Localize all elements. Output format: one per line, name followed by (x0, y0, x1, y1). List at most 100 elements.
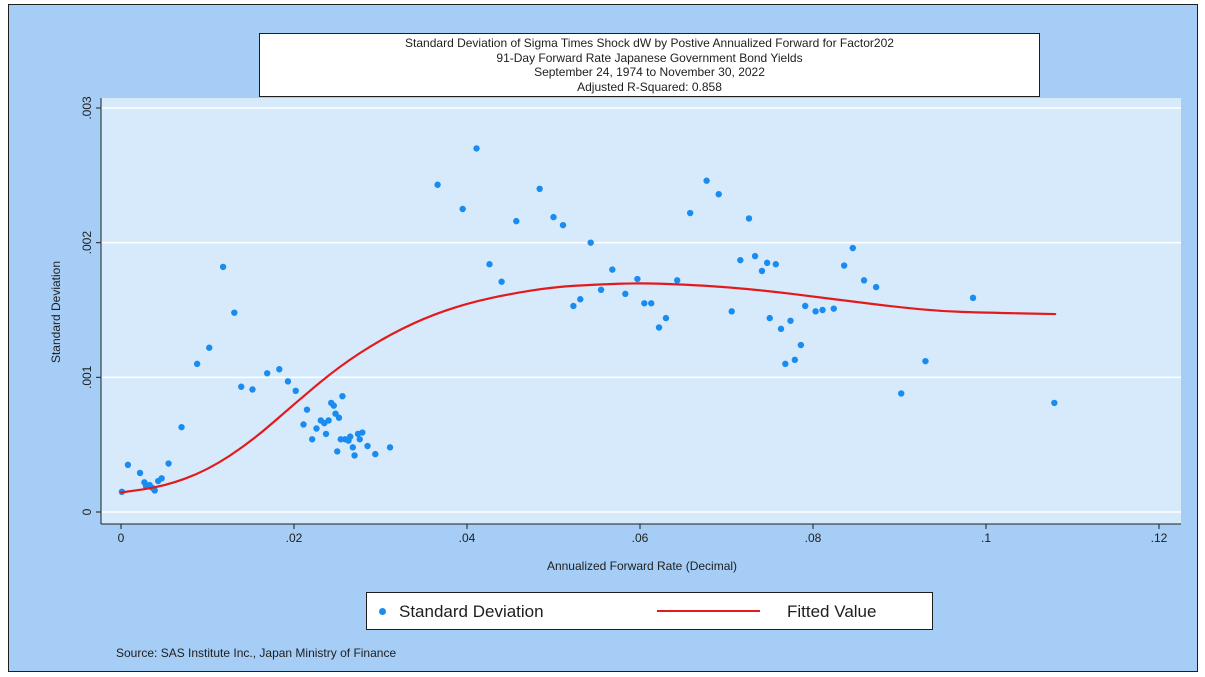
x-tick-label: .1 (981, 531, 991, 545)
data-point (819, 306, 826, 314)
data-point (648, 300, 655, 307)
data-point (577, 296, 584, 303)
data-point (334, 448, 341, 455)
data-point (158, 475, 165, 482)
data-point (772, 261, 780, 268)
x-tick-label: .08 (805, 531, 822, 545)
data-point (728, 308, 735, 315)
data-point (206, 344, 213, 351)
data-point (231, 309, 238, 316)
data-point (284, 378, 292, 385)
data-point (715, 190, 722, 198)
axes: 0 .001 .002 .003 0 .02 .04 .06 .08 .1 .12 (80, 96, 1181, 545)
data-point (802, 302, 809, 310)
data-point (787, 317, 794, 324)
data-point (335, 414, 343, 421)
data-point (536, 185, 543, 192)
data-point (238, 383, 245, 390)
data-point (830, 305, 837, 312)
data-point (1051, 399, 1058, 407)
data-point (655, 324, 663, 331)
data-point (737, 256, 744, 264)
data-point (151, 487, 158, 494)
data-point (791, 356, 799, 364)
y-axis-label: Standard Deviation (49, 261, 63, 363)
x-tick-label: .02 (286, 531, 303, 545)
scatter-series (118, 145, 1058, 495)
data-point (686, 209, 694, 217)
gridlines (101, 107, 1181, 513)
data-point (498, 278, 505, 285)
x-axis-label: Annualized Forward Rate (Decimal) (547, 559, 737, 573)
data-point (609, 266, 616, 273)
data-point (745, 215, 753, 222)
data-point (849, 244, 856, 252)
data-point (263, 370, 271, 377)
data-point (872, 283, 880, 291)
data-point (812, 308, 819, 315)
data-point (339, 392, 346, 400)
data-point (513, 217, 520, 225)
data-point (351, 452, 358, 459)
x-tick-label: .04 (459, 531, 476, 545)
y-tick-label: 0 (80, 508, 94, 515)
data-point (570, 302, 577, 310)
data-point (178, 423, 185, 431)
data-point (322, 430, 330, 438)
chart-date-range: September 24, 1974 to November 30, 2022 (534, 65, 765, 79)
data-point (898, 390, 905, 397)
data-point (349, 444, 357, 451)
legend-line-marker (657, 610, 760, 612)
data-point (634, 275, 641, 283)
data-point (763, 259, 771, 267)
source-note: Source: SAS Institute Inc., Japan Minist… (116, 646, 397, 660)
data-point (559, 221, 567, 229)
legend-line-label: Fitted Value (787, 602, 877, 621)
data-point (386, 444, 394, 451)
chart-plot: 0 .001 .002 .003 0 .02 .04 .06 .08 .1 .12 Annualiz… (49, 96, 1181, 573)
data-point (300, 421, 307, 428)
data-point (193, 360, 201, 368)
data-point (356, 436, 363, 443)
x-tick-label: .06 (632, 531, 649, 545)
fitted-line-series (119, 282, 1057, 494)
plot-area (101, 98, 1181, 524)
data-point (434, 181, 441, 188)
data-point (597, 286, 605, 293)
chart-r-squared: Adjusted R-Squared: 0.858 (577, 79, 722, 94)
data-point (782, 360, 789, 368)
data-point (766, 314, 773, 322)
data-point (359, 429, 366, 436)
data-point (165, 460, 172, 467)
data-point (249, 386, 256, 393)
data-point (372, 450, 379, 458)
x-tick-label: .12 (1151, 531, 1168, 545)
data-point (325, 417, 332, 424)
y-tick-label: .002 (80, 231, 94, 255)
data-point (922, 357, 929, 365)
legend-scatter-label: Standard Deviation (399, 602, 544, 621)
data-point (673, 277, 681, 284)
chart-frame: 0 .001 .002 .003 0 .02 .04 .06 .08 .1 .12 Annualiz… (8, 4, 1198, 672)
data-point (641, 300, 648, 307)
data-point (797, 341, 805, 349)
data-point (124, 461, 132, 469)
data-point (969, 294, 977, 302)
y-tick-label: .001 (80, 365, 94, 389)
data-point (313, 425, 320, 432)
data-point (550, 213, 557, 221)
data-point (587, 239, 594, 246)
legend-scatter-marker (379, 608, 386, 615)
legend: Standard Deviation Fitted Value (366, 592, 933, 630)
data-point (292, 387, 299, 394)
data-point (347, 433, 354, 440)
data-point (473, 145, 480, 152)
data-point (622, 290, 629, 298)
y-tick-label: .003 (80, 96, 94, 120)
data-point (486, 261, 493, 268)
data-point (777, 325, 785, 333)
data-point (303, 406, 311, 413)
data-point (703, 177, 710, 184)
data-point (276, 366, 283, 373)
data-point (751, 252, 759, 260)
